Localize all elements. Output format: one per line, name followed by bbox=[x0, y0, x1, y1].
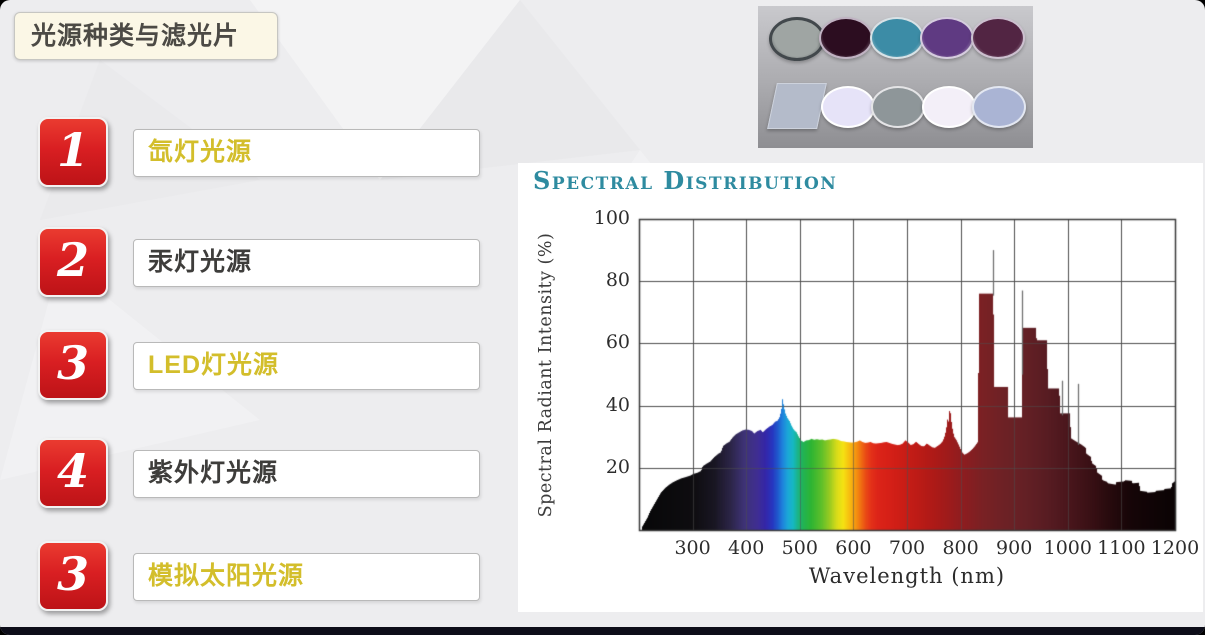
x-tick-1200: 1200 bbox=[1150, 537, 1200, 559]
filter-lens-row2-4 bbox=[972, 86, 1026, 128]
list-badge-1: 1 bbox=[38, 117, 108, 187]
x-tick-400: 400 bbox=[728, 537, 765, 559]
list-badge-4: 4 bbox=[38, 438, 108, 508]
x-tick-300: 300 bbox=[674, 537, 711, 559]
filter-lens-row1-5 bbox=[971, 17, 1025, 59]
chart-title: Spectral Distribution bbox=[533, 166, 838, 195]
list-badge-3: 3 bbox=[38, 330, 108, 400]
list-label-1: 氙灯光源 bbox=[133, 129, 480, 177]
list-item-5: 3 模拟太阳光源 bbox=[0, 541, 500, 613]
list-label-4: 紫外灯光源 bbox=[133, 450, 480, 498]
filter-lens-row2-2 bbox=[871, 86, 925, 128]
x-tick-800: 800 bbox=[942, 537, 979, 559]
list-badge-2: 2 bbox=[38, 227, 108, 297]
y-tick-60: 60 bbox=[605, 331, 630, 354]
bottom-bar bbox=[0, 627, 1205, 635]
list-badge-5: 3 bbox=[38, 541, 108, 611]
x-tick-900: 900 bbox=[996, 537, 1033, 559]
filter-square-plate bbox=[767, 83, 827, 129]
x-tick-700: 700 bbox=[888, 537, 926, 559]
x-tick-500: 500 bbox=[781, 537, 818, 559]
list-label-3: LED灯光源 bbox=[133, 342, 480, 390]
spectral-chart-panel: Spectral Distribution Spectral Radiant I… bbox=[518, 163, 1203, 612]
y-tick-80: 80 bbox=[605, 269, 630, 292]
page-title-text: 光源种类与滤光片 bbox=[31, 22, 240, 50]
list-item-1: 1 氙灯光源 bbox=[0, 117, 500, 189]
page-title: 光源种类与滤光片 bbox=[14, 12, 278, 60]
filter-lens-row1-3 bbox=[870, 17, 924, 59]
chart-y-axis-label: Spectral Radiant Intensity (%) bbox=[536, 232, 556, 518]
x-tick-1100: 1100 bbox=[1097, 537, 1146, 559]
list-item-3: 3 LED灯光源 bbox=[0, 330, 500, 402]
filter-lens-row1-1 bbox=[769, 17, 825, 61]
spectral-chart-canvas bbox=[518, 163, 1203, 612]
filter-lens-row1-2 bbox=[819, 17, 873, 59]
chart-x-axis-label: Wavelength (nm) bbox=[808, 564, 1006, 588]
filters-photo bbox=[758, 6, 1033, 148]
x-tick-600: 600 bbox=[835, 537, 872, 559]
filter-lens-row2-3 bbox=[922, 86, 976, 128]
y-tick-20: 20 bbox=[605, 455, 630, 478]
y-tick-100: 100 bbox=[593, 207, 630, 229]
list-label-5: 模拟太阳光源 bbox=[133, 553, 480, 601]
filter-lens-row2-1 bbox=[821, 86, 875, 128]
x-tick-1000: 1000 bbox=[1043, 537, 1092, 559]
list-label-2: 汞灯光源 bbox=[133, 239, 480, 287]
list-item-4: 4 紫外灯光源 bbox=[0, 438, 500, 510]
filter-lens-row1-4 bbox=[920, 17, 974, 59]
list-item-2: 2 汞灯光源 bbox=[0, 227, 500, 299]
y-tick-40: 40 bbox=[605, 393, 630, 416]
